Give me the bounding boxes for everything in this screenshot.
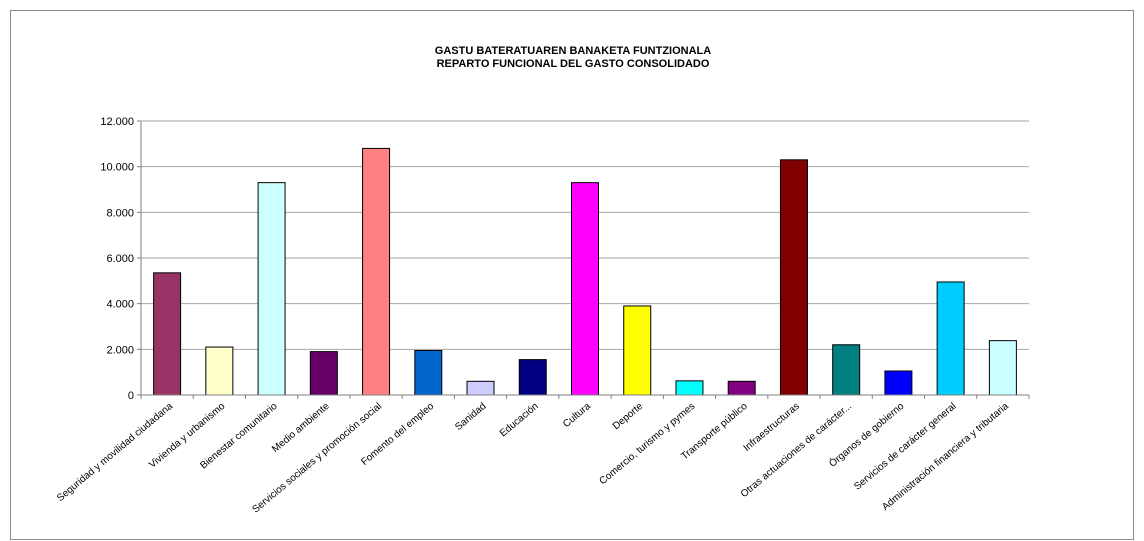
bar xyxy=(518,359,547,396)
y-tick-label: 6.000 xyxy=(106,253,134,265)
y-tick-label: 8.000 xyxy=(106,207,134,219)
y-tick-label: 4.000 xyxy=(106,299,134,311)
y-tick-label: 2.000 xyxy=(106,344,134,356)
x-tick-label: Sanidad xyxy=(453,401,488,433)
bar xyxy=(362,147,391,396)
bar xyxy=(675,380,704,396)
bar xyxy=(623,305,652,396)
chart-frame: GASTU BATERATUAREN BANAKETA FUNTZIONALA … xyxy=(10,10,1134,540)
x-tick-label: Educación xyxy=(498,401,541,439)
chart-title-line-2: REPARTO FUNCIONAL DEL GASTO CONSOLIDADO xyxy=(437,58,710,70)
bar xyxy=(205,346,234,396)
x-tick-label: Cultura xyxy=(561,401,593,430)
x-tick-label: Seguridad y movilidad ciudadana xyxy=(55,401,175,504)
plot-area: 0 2.000 4.000 6.000 8.000 10.000 12.000 Segurid… xyxy=(55,116,1030,515)
x-tick-label: Deporte xyxy=(611,401,646,433)
bar xyxy=(466,380,495,396)
y-tick-label: 0 xyxy=(128,390,134,402)
y-tick-label: 12.000 xyxy=(100,116,134,128)
bar xyxy=(727,380,756,396)
bar xyxy=(257,182,286,396)
bar xyxy=(779,159,808,396)
bar xyxy=(884,370,913,396)
bar xyxy=(832,344,861,396)
bar xyxy=(988,340,1017,396)
y-tick-label: 10.000 xyxy=(100,162,134,174)
bar xyxy=(153,272,182,396)
x-tick-label: Comercio, turismo y pymes xyxy=(598,401,698,487)
chart-canvas: GASTU BATERATUAREN BANAKETA FUNTZIONALA … xyxy=(55,45,1030,515)
bar xyxy=(571,182,599,396)
bar xyxy=(936,281,965,396)
bar xyxy=(414,349,443,396)
x-tick-label: Otras actuaciones de carácter... xyxy=(739,401,854,500)
bar xyxy=(309,351,338,396)
x-tick-label: Servicios de carácter general xyxy=(852,401,958,493)
chart-title-line-1: GASTU BATERATUAREN BANAKETA FUNTZIONALA xyxy=(435,45,711,57)
